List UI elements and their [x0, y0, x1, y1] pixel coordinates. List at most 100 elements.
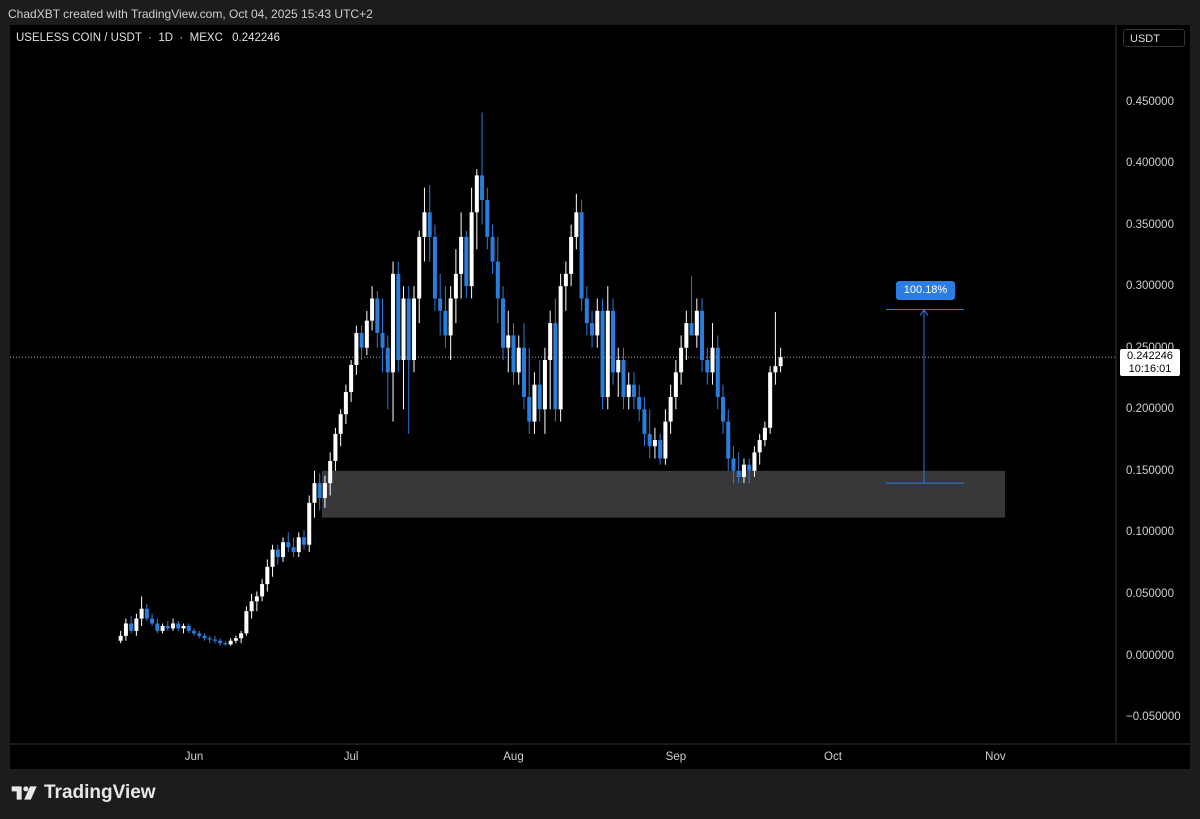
candle-body: [281, 542, 286, 558]
candle-body: [611, 310, 616, 373]
candle-body: [532, 384, 537, 422]
time-axis[interactable]: [10, 745, 1190, 769]
candle-body: [328, 460, 333, 484]
candle-body: [155, 623, 160, 631]
price-tick-label: 0.300000: [1126, 280, 1174, 293]
legend-last-value: 0.242246: [232, 32, 281, 44]
candle-body: [584, 298, 589, 324]
candle-body: [637, 396, 642, 410]
last-price-value: 0.242246: [1127, 350, 1173, 362]
candle-body: [422, 212, 427, 237]
candle-body: [768, 372, 773, 428]
candle-body: [401, 298, 406, 361]
candle-body: [218, 640, 223, 644]
candle-body: [176, 623, 181, 629]
candle-body: [569, 236, 574, 274]
candle-body: [480, 175, 485, 200]
candle-body: [757, 440, 762, 453]
candle-body: [165, 625, 170, 629]
candle-body: [406, 298, 411, 361]
candle-body: [171, 623, 176, 629]
price-axis[interactable]: [1117, 25, 1190, 743]
candle-body: [527, 396, 532, 422]
candle-body: [396, 273, 401, 361]
candle-body: [448, 298, 453, 336]
candle-body: [579, 212, 584, 299]
candle-body: [752, 452, 757, 471]
candle-body: [501, 298, 506, 348]
candle-body: [181, 625, 186, 629]
brand-name: TradingView: [44, 782, 156, 803]
candle-body: [689, 323, 694, 336]
candle-body: [301, 537, 306, 545]
price-tick-label: 0.350000: [1126, 218, 1174, 231]
candle-body: [375, 298, 380, 333]
candle-body: [343, 392, 348, 415]
candle-body: [296, 537, 301, 553]
candle-body: [590, 323, 595, 336]
candle-body: [700, 310, 705, 361]
candle-body: [432, 236, 437, 299]
exchange-label: MEXC: [189, 32, 223, 44]
candle-body: [600, 310, 605, 397]
candle-body: [286, 542, 291, 548]
candle-body: [244, 611, 249, 634]
price-tick-label: 0.100000: [1126, 526, 1174, 539]
candle-body: [506, 335, 511, 348]
candle-body: [270, 549, 275, 567]
candle-body: [485, 199, 490, 237]
candle-body: [658, 440, 663, 459]
candle-body: [621, 360, 626, 397]
candle-body: [705, 360, 710, 373]
last-price-label: 0.242246 10:16:01: [1120, 349, 1180, 376]
candle-body: [417, 236, 422, 299]
candle-body: [762, 427, 767, 441]
candle-body: [385, 347, 390, 373]
time-tick-label: Aug: [503, 751, 524, 763]
candle-body: [139, 608, 144, 619]
candle-body: [322, 483, 327, 498]
candle-body: [202, 635, 207, 639]
tradingview-brand[interactable]: TradingView: [10, 781, 156, 805]
candle-body: [453, 273, 458, 299]
candle-body: [123, 623, 128, 636]
candle-body: [411, 298, 416, 361]
candle-body: [391, 273, 396, 373]
candle-body: [349, 364, 354, 393]
candle-body: [736, 470, 741, 477]
candle-body: [548, 323, 553, 361]
symbol-name: USELESS COIN / USDT: [16, 32, 142, 44]
price-tick-label: 0.050000: [1126, 587, 1174, 600]
support-zone: [322, 470, 1005, 518]
separator-dot: ·: [176, 32, 187, 44]
currency-selector[interactable]: USDT: [1123, 29, 1185, 47]
bar-countdown: 10:16:01: [1128, 363, 1172, 375]
candle-body: [438, 298, 443, 311]
candle-body: [134, 618, 139, 631]
candle-body: [370, 298, 375, 321]
candle-body: [260, 584, 265, 597]
measure-arrowhead-icon: [919, 308, 929, 316]
candle-body: [490, 236, 495, 262]
candle-body: [537, 384, 542, 410]
candle-body: [207, 638, 212, 640]
price-tick-label: −0.050000: [1126, 711, 1181, 724]
candle-body: [233, 638, 238, 641]
symbol-legend[interactable]: USELESS COIN / USDT · 1D · MEXC 0.242246: [16, 32, 280, 44]
candle-body: [359, 332, 364, 348]
candle-body: [726, 421, 731, 459]
candle-body: [254, 596, 259, 602]
candle-body: [616, 360, 621, 373]
candle-body: [307, 502, 312, 545]
candle-body: [668, 396, 673, 422]
candle-body: [474, 175, 479, 213]
candle-body: [741, 464, 746, 477]
measure-percent-label[interactable]: 100.18%: [896, 281, 955, 300]
price-tick-label: 0.450000: [1126, 95, 1174, 108]
candle-body: [721, 396, 726, 422]
candle-body: [464, 236, 469, 287]
chart-credit: ChadXBT created with TradingView.com, Oc…: [8, 7, 373, 21]
candle-body: [574, 212, 579, 237]
candle-body: [684, 323, 689, 348]
candle-body: [129, 623, 134, 631]
